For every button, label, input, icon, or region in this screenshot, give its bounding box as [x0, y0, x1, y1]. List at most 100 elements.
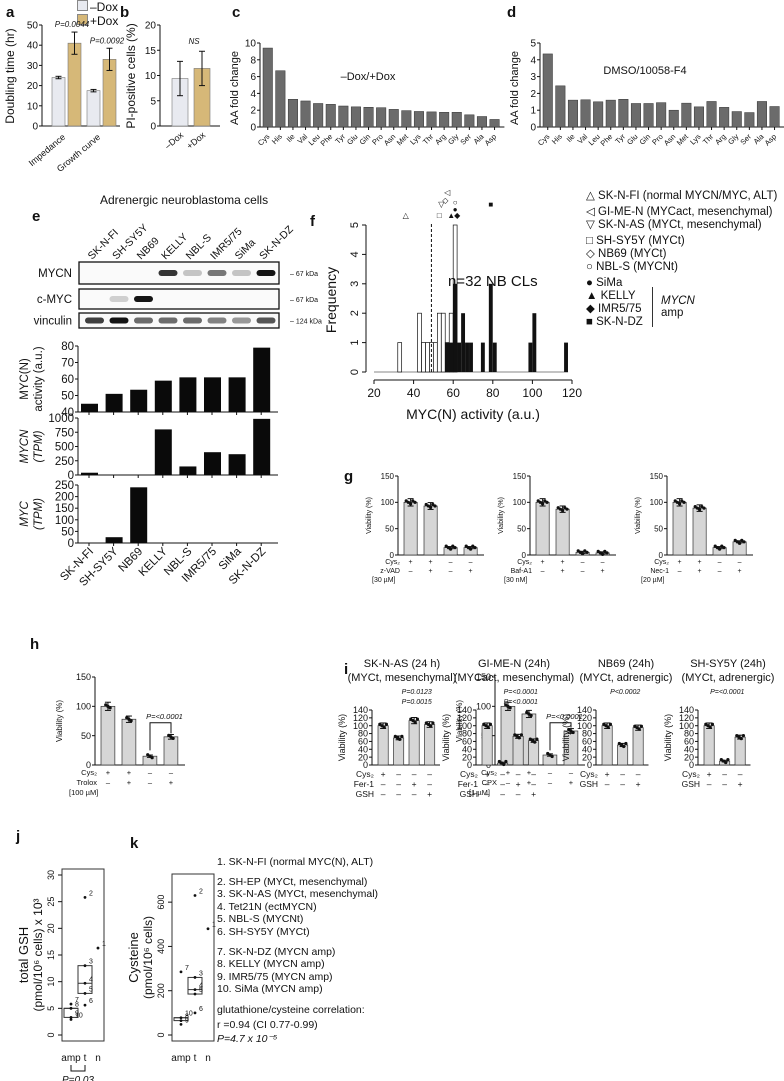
svg-text:(TPM): (TPM): [33, 498, 45, 530]
svg-text:100: 100: [577, 721, 592, 731]
svg-text:–: –: [506, 778, 511, 787]
svg-text:50: 50: [654, 524, 663, 533]
svg-text:2: 2: [199, 889, 203, 896]
svg-text:1: 1: [102, 941, 106, 948]
svg-text:–: –: [620, 769, 625, 779]
svg-text:200: 200: [55, 492, 74, 504]
svg-text:0: 0: [689, 760, 694, 770]
svg-text:GSH: GSH: [460, 789, 478, 799]
panel-label-f: f: [310, 213, 315, 230]
panel-label-c: c: [232, 4, 241, 21]
svg-text:1: 1: [212, 922, 216, 929]
svg-text:20: 20: [462, 752, 472, 762]
svg-text:–: –: [500, 779, 505, 789]
svg-text:250: 250: [55, 480, 74, 492]
svg-text:20: 20: [684, 752, 694, 762]
svg-text:140: 140: [457, 705, 472, 715]
svg-text:amp: amp: [171, 1053, 191, 1064]
svg-text:–: –: [427, 769, 432, 779]
svg-text:+: +: [738, 779, 743, 789]
svg-text:–: –: [409, 568, 413, 575]
svg-text:9: 9: [185, 1017, 189, 1024]
svg-text:+: +: [429, 568, 433, 575]
svg-text:Cys₂: Cys₂: [356, 769, 374, 779]
svg-text:6: 6: [250, 72, 256, 83]
svg-text:+: +: [427, 789, 432, 799]
legend-imr5-75: ◆ IMR5/75: [586, 303, 642, 315]
svg-text:1: 1: [530, 106, 536, 117]
svg-text:0: 0: [250, 123, 256, 134]
svg-text:Asp: Asp: [483, 132, 499, 148]
svg-text:–: –: [449, 559, 453, 566]
svg-text:vinculin: vinculin: [34, 316, 72, 328]
panel-f-legend: △ SK-N-FI (normal MYCN/MYC, ALT) ◁ GI-ME…: [586, 190, 777, 329]
svg-text:0: 0: [46, 1032, 56, 1037]
svg-text:6: 6: [89, 998, 93, 1005]
svg-text:t: t: [194, 1053, 197, 1064]
svg-text:–: –: [548, 768, 553, 777]
svg-text:7: 7: [75, 997, 79, 1004]
legend-swatch-minus-dox: [77, 0, 88, 11]
svg-text:80: 80: [358, 729, 368, 739]
svg-text:P=0.0123: P=0.0123: [402, 689, 432, 696]
panel-label-e: e: [32, 208, 41, 225]
svg-text:–: –: [541, 568, 545, 575]
svg-text:+: +: [527, 768, 532, 777]
svg-text:2: 2: [89, 890, 93, 897]
svg-text:–: –: [106, 778, 111, 787]
svg-text:–: –: [722, 779, 727, 789]
legend-plus-dox: +Dox: [90, 14, 119, 28]
k-legend-corr-r: r =0.94 (CI 0.77-0.99): [217, 1018, 318, 1031]
svg-text:5: 5: [530, 39, 536, 50]
svg-text:–Dox: –Dox: [163, 130, 186, 151]
svg-text:5: 5: [46, 1006, 56, 1011]
svg-text:–: –: [605, 779, 610, 789]
svg-text:–: –: [469, 559, 473, 566]
svg-text:20: 20: [27, 81, 39, 92]
svg-text:50: 50: [81, 731, 91, 741]
svg-text:120: 120: [457, 713, 472, 723]
svg-text:10: 10: [185, 1011, 193, 1018]
svg-text:P=<0.0001: P=<0.0001: [504, 689, 538, 696]
svg-text:z-VAD: z-VAD: [380, 568, 400, 575]
legend-swatch-plus-dox: [77, 14, 88, 25]
legend-sk-n-fi: △ SK-N-FI (normal MYCN/MYC, ALT): [586, 190, 778, 202]
svg-text:20: 20: [358, 752, 368, 762]
chart-b-pi-positive: 0 5 10 15 20 PI-positive cells (%) –Dox +Dox NS: [124, 21, 220, 151]
svg-text:–: –: [500, 769, 505, 779]
svg-text:+: +: [738, 568, 742, 575]
svg-text:0: 0: [363, 760, 368, 770]
svg-text:Cys₂: Cys₂: [654, 559, 669, 566]
legend-minus-dox: –Dox: [90, 0, 119, 14]
svg-text:100: 100: [76, 701, 91, 711]
svg-text:120: 120: [562, 386, 582, 400]
svg-text:10: 10: [27, 101, 39, 112]
svg-text:Viability (%): Viability (%): [55, 700, 64, 742]
svg-text:5: 5: [199, 987, 203, 994]
svg-text:10: 10: [245, 39, 257, 50]
svg-text:140: 140: [577, 705, 592, 715]
svg-text:Viability (%): Viability (%): [635, 497, 642, 534]
svg-text:–: –: [620, 779, 625, 789]
k-legend-4: 4. Tet21N (ectMYCN): [217, 900, 317, 913]
svg-text:100: 100: [650, 498, 664, 507]
svg-text:Viability (%): Viability (%): [337, 714, 347, 761]
svg-text:250: 250: [55, 456, 74, 468]
svg-text:(pmol/10⁶ cells) x 10³: (pmol/10⁶ cells) x 10³: [31, 899, 45, 1012]
svg-text:70: 70: [61, 358, 74, 370]
svg-text:8: 8: [75, 1001, 79, 1008]
svg-text:amp: amp: [61, 1053, 81, 1064]
svg-text:80: 80: [684, 729, 694, 739]
svg-text:0: 0: [349, 369, 361, 375]
svg-text:–: –: [396, 789, 401, 799]
svg-text:– 67 kDa: – 67 kDa: [290, 271, 318, 278]
k-legend-8: 8. KELLY (MYCN amp): [217, 958, 325, 971]
svg-text:MYC(N): MYC(N): [19, 358, 31, 400]
svg-text:4: 4: [250, 89, 256, 100]
svg-text:100: 100: [513, 498, 527, 507]
svg-text:20: 20: [582, 752, 592, 762]
svg-text:20: 20: [145, 21, 157, 32]
k-legend-6: 6. SH-SY5Y (MYCt): [217, 925, 310, 938]
svg-text:0: 0: [587, 760, 592, 770]
svg-text:150: 150: [76, 672, 91, 682]
